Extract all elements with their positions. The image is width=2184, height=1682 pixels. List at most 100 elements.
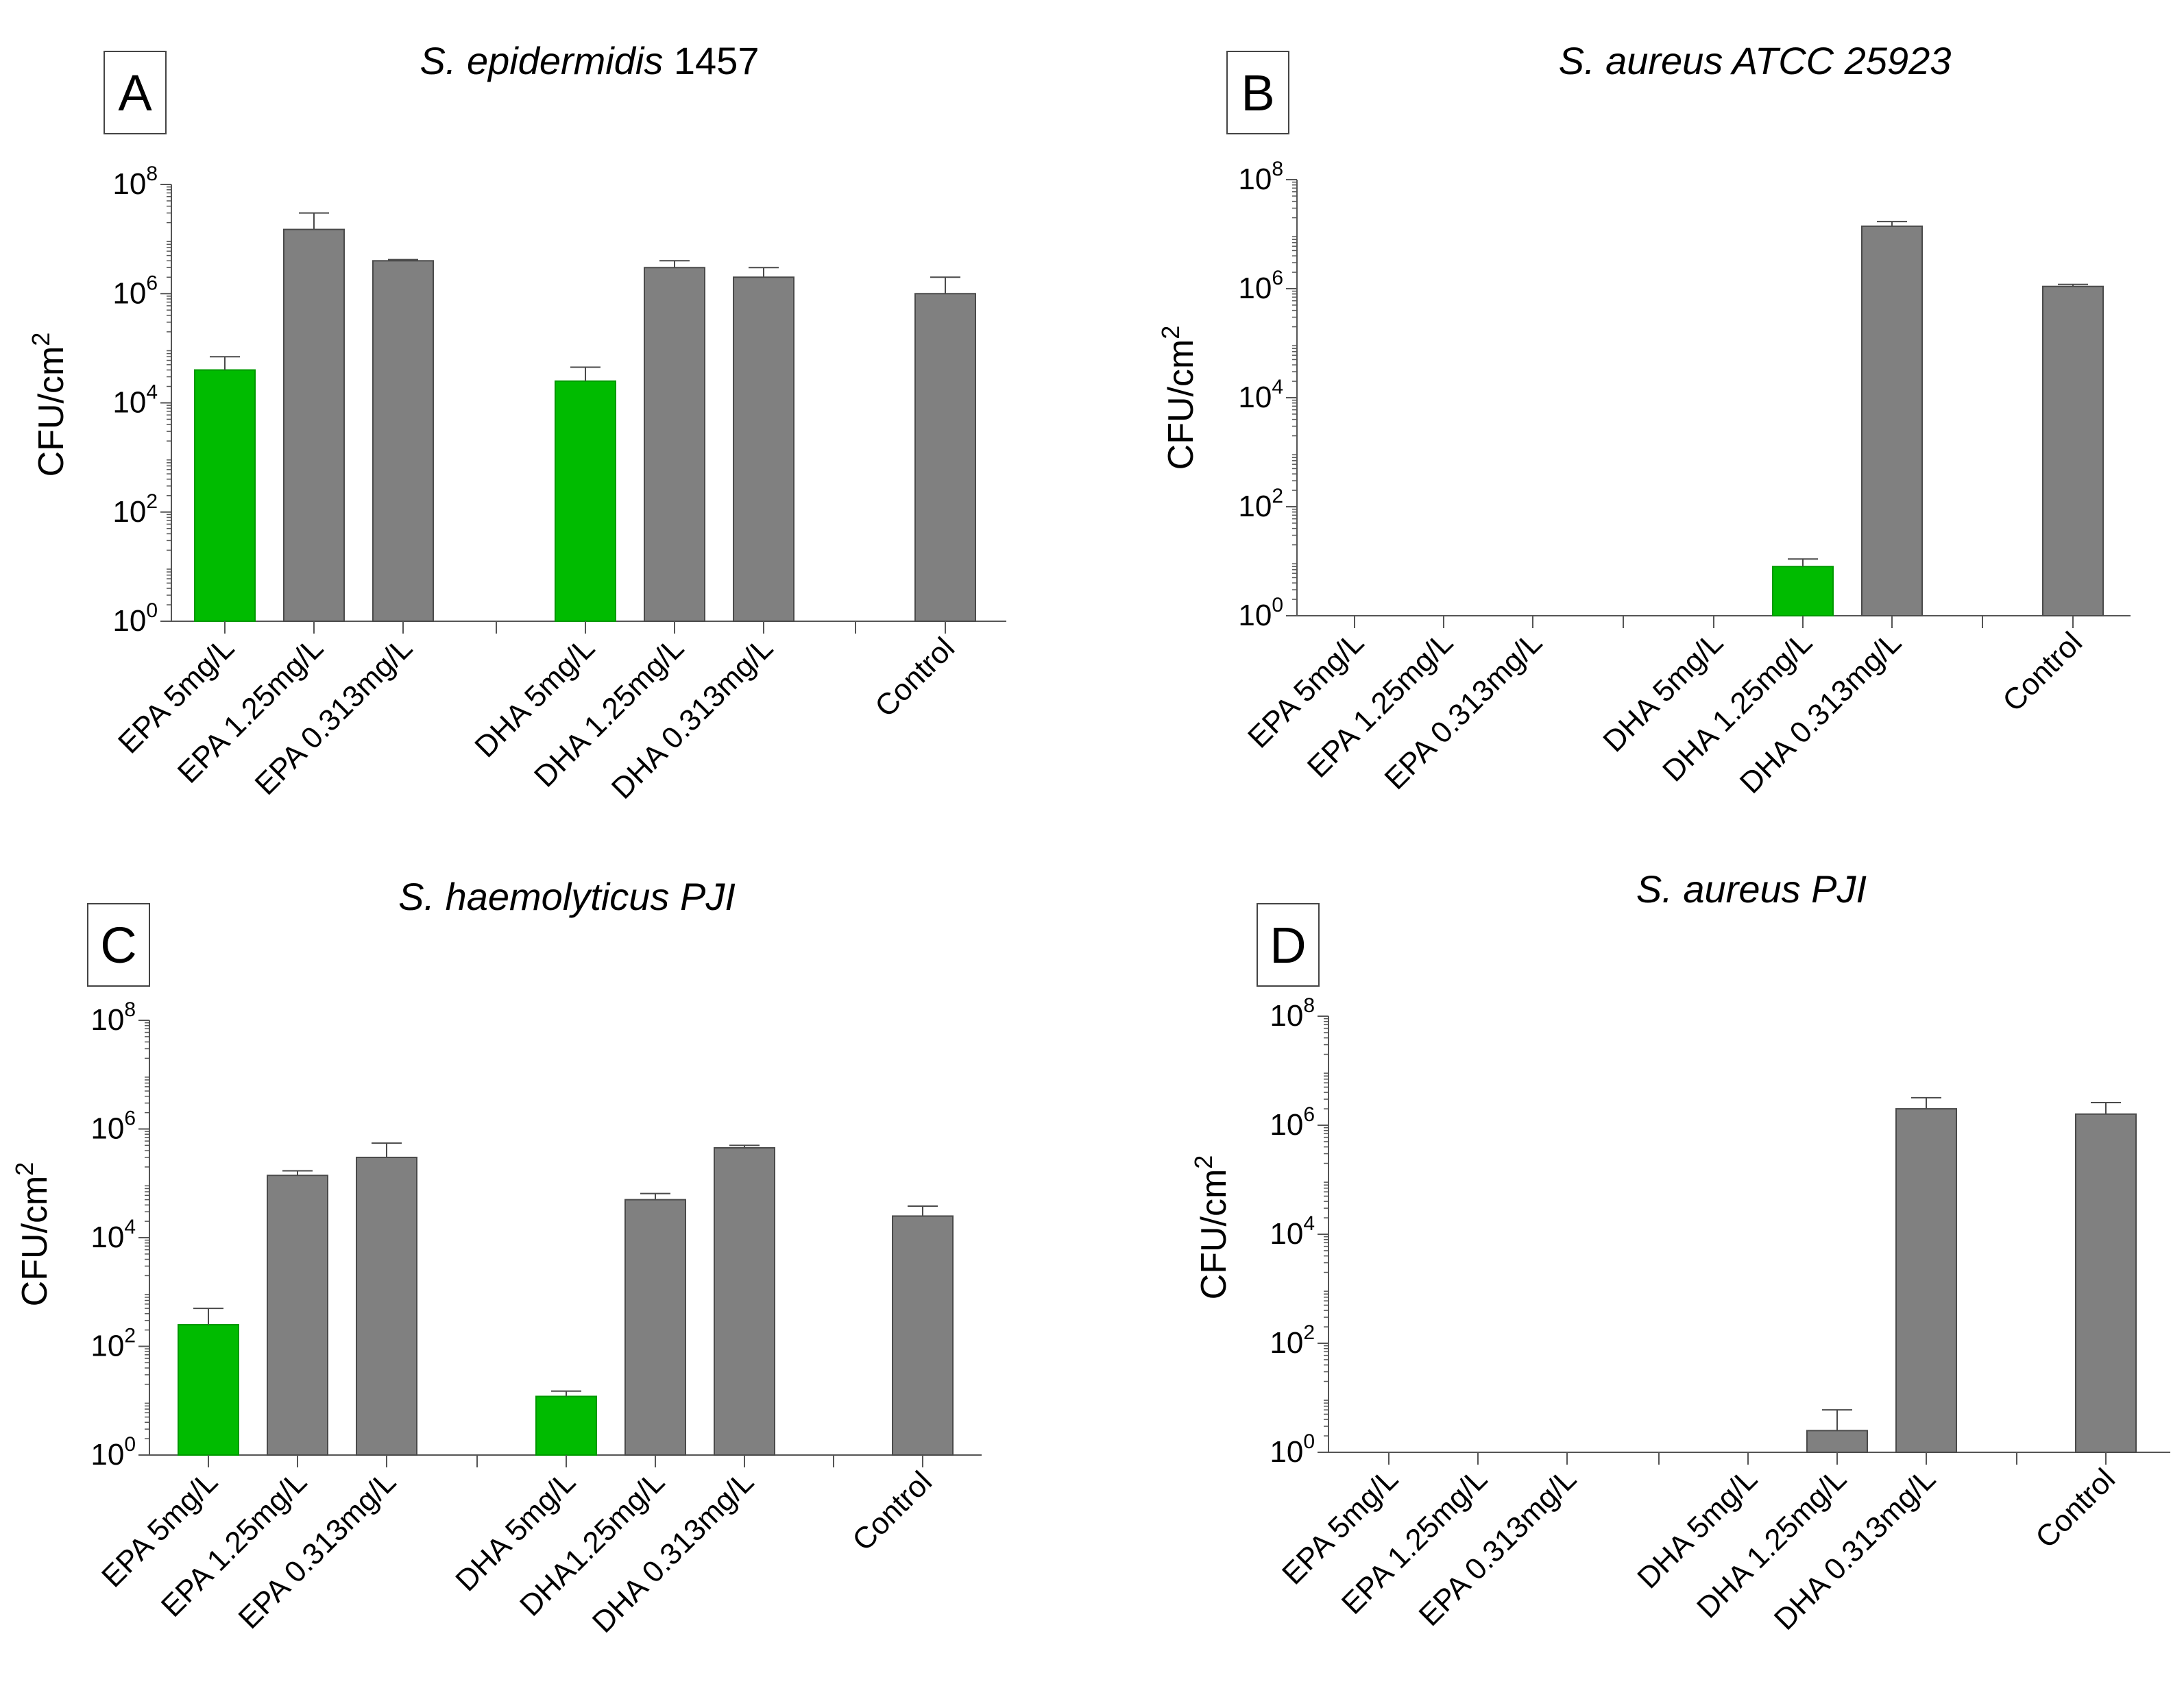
y-tick-label: 106 xyxy=(1238,267,1283,305)
y-axis-label: CFU/cm2 xyxy=(10,1162,55,1307)
y-tick-label: 102 xyxy=(1270,1321,1315,1360)
panel-label-box xyxy=(1226,51,1289,134)
bar xyxy=(624,1199,686,1456)
panel-label: D xyxy=(1270,917,1306,974)
panel-c: CS. haemolyticus PJICFU/cm21001021041061… xyxy=(10,875,982,1639)
y-axis-label-main: CFU/cm xyxy=(15,1176,55,1307)
y-tick-exponent: 6 xyxy=(1272,267,1283,289)
y-tick-exponent: 0 xyxy=(1272,594,1283,616)
x-tick-label: DHA 0.313mg/L xyxy=(605,631,779,805)
panel-a: AS. epidermidis 1457CFU/cm21001021041061… xyxy=(27,39,1006,806)
y-tick-base: 10 xyxy=(1270,1326,1303,1360)
y-tick-label: 108 xyxy=(112,163,158,201)
y-axis-label-main: CFU/cm xyxy=(32,346,71,477)
y-tick-exponent: 6 xyxy=(1303,1103,1315,1126)
y-tick-base: 10 xyxy=(90,1438,124,1471)
panel-label-box xyxy=(104,51,167,134)
y-tick-base: 10 xyxy=(90,1221,124,1254)
y-tick-exponent: 2 xyxy=(1303,1321,1315,1344)
y-tick-label: 104 xyxy=(112,381,158,420)
bar xyxy=(892,1215,954,1456)
y-tick-base: 10 xyxy=(1270,999,1303,1033)
y-tick-base: 10 xyxy=(90,1112,124,1146)
y-tick-exponent: 8 xyxy=(124,998,136,1021)
y-tick-exponent: 4 xyxy=(1272,376,1283,398)
y-tick-label: 100 xyxy=(90,1433,136,1471)
chart-title: S. epidermidis 1457 xyxy=(420,39,760,82)
chart-title-part: S. aureus ATCC 25923 xyxy=(1559,39,1952,82)
y-tick-label: 106 xyxy=(1270,1103,1315,1142)
y-tick-label: 102 xyxy=(112,490,158,529)
bar xyxy=(1895,1108,1957,1453)
y-tick-label: 100 xyxy=(1238,594,1283,632)
bar xyxy=(1861,225,1923,616)
y-tick-exponent: 4 xyxy=(1303,1212,1315,1235)
chart-title: S. aureus PJI xyxy=(1636,867,1867,911)
panel-label: C xyxy=(100,917,136,974)
y-tick-base: 10 xyxy=(90,1330,124,1363)
y-tick-exponent: 0 xyxy=(124,1433,136,1456)
y-axis-label-superscript: 2 xyxy=(1189,1155,1217,1169)
bar xyxy=(733,276,794,622)
y-tick-base: 10 xyxy=(112,386,146,420)
y-tick-exponent: 4 xyxy=(124,1216,136,1238)
y-tick-label: 100 xyxy=(112,599,158,638)
y-tick-exponent: 6 xyxy=(124,1107,136,1130)
y-tick-label: 100 xyxy=(1270,1430,1315,1469)
x-tick-label: Control xyxy=(869,631,961,723)
y-tick-exponent: 2 xyxy=(124,1325,136,1347)
y-axis-label: CFU/cm2 xyxy=(1156,326,1201,470)
bar xyxy=(267,1175,328,1456)
y-axis-label: CFU/cm2 xyxy=(27,333,71,477)
bar xyxy=(714,1146,775,1456)
bar xyxy=(283,228,345,622)
chart-title: S. haemolyticus PJI xyxy=(398,875,736,918)
y-axis-label: CFU/cm2 xyxy=(1189,1155,1234,1300)
y-tick-base: 10 xyxy=(90,1003,124,1037)
bar xyxy=(535,1395,597,1456)
y-tick-exponent: 4 xyxy=(146,381,158,404)
y-axis-label-superscript: 2 xyxy=(10,1162,38,1176)
y-tick-base: 10 xyxy=(112,276,146,310)
y-tick-base: 10 xyxy=(112,167,146,201)
y-tick-base: 10 xyxy=(1238,272,1272,305)
bar xyxy=(644,267,705,622)
y-tick-exponent: 8 xyxy=(1272,158,1283,180)
y-tick-exponent: 0 xyxy=(1303,1430,1315,1453)
y-tick-base: 10 xyxy=(112,604,146,638)
bar xyxy=(1806,1430,1868,1453)
y-tick-label: 106 xyxy=(90,1107,136,1146)
y-tick-base: 10 xyxy=(1238,163,1272,196)
bar xyxy=(194,369,256,622)
chart-title: S. aureus ATCC 25923 xyxy=(1559,39,1952,82)
y-tick-label: 108 xyxy=(1238,158,1283,196)
y-tick-label: 108 xyxy=(90,998,136,1037)
y-tick-base: 10 xyxy=(1270,1217,1303,1251)
y-tick-exponent: 6 xyxy=(146,272,158,294)
bar xyxy=(356,1156,417,1456)
x-tick-label: DHA 0.313mg/L xyxy=(1734,625,1908,800)
y-tick-base: 10 xyxy=(1238,381,1272,414)
x-tick-label: DHA 0.313mg/L xyxy=(586,1465,760,1639)
bar xyxy=(2042,285,2104,616)
x-tick-label: DHA 0.313mg/L xyxy=(1768,1462,1942,1636)
chart-title-part: S. aureus PJI xyxy=(1636,867,1867,911)
panel-label: B xyxy=(1241,64,1274,121)
y-tick-label: 102 xyxy=(1238,485,1283,523)
y-tick-label: 104 xyxy=(90,1216,136,1254)
y-tick-exponent: 2 xyxy=(146,490,158,513)
bar xyxy=(372,260,434,622)
y-axis-label-main: CFU/cm xyxy=(1161,339,1201,470)
x-tick-label: EPA 0.313mg/L xyxy=(1379,625,1549,796)
y-tick-base: 10 xyxy=(1238,599,1272,632)
chart-title-part: 1457 xyxy=(663,39,759,82)
y-tick-base: 10 xyxy=(1270,1108,1303,1142)
y-tick-exponent: 8 xyxy=(146,163,158,185)
chart-title-part: S. haemolyticus PJI xyxy=(398,875,736,918)
x-tick-label: Control xyxy=(2029,1462,2122,1554)
panel-label-box xyxy=(87,903,150,987)
y-axis-label-main: CFU/cm xyxy=(1194,1169,1234,1300)
x-tick-label: Control xyxy=(846,1465,938,1557)
panel-label: A xyxy=(118,64,152,121)
